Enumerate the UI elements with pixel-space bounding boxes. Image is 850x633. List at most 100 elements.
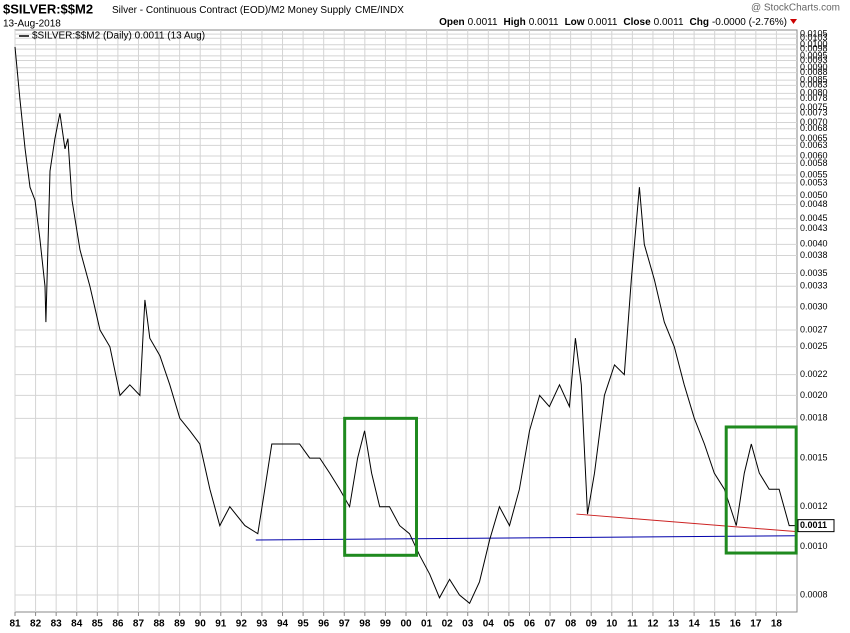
x-tick-label: 09 [586,619,598,630]
y-tick-label: 0.0045 [800,213,828,223]
y-tick-label: 0.0015 [800,452,828,462]
y-tick-label: 0.0093 [800,55,828,65]
x-tick-label: 97 [339,619,351,630]
y-tick-label: 0.0033 [800,281,828,291]
y-tick-label: 0.0098 [800,44,828,54]
y-tick-label: 0.0035 [800,268,828,278]
date: 13-Aug-2018 [3,19,61,30]
x-tick-label: 02 [442,619,454,630]
quote-value: 0.0011 [468,17,498,28]
y-tick-label: 0.0018 [800,413,828,423]
quote-label: Open [439,17,465,28]
y-tick-label: 0.0100 [800,39,828,49]
x-tick-label: 92 [236,619,248,630]
x-tick-label: 90 [195,619,207,630]
y-tick-label: 0.0010 [800,541,828,551]
x-tick-label: 16 [730,619,742,630]
y-tick-label: 0.0040 [800,239,828,249]
y-tick-label: 0.0012 [800,501,828,511]
y-tick-label: 0.0073 [800,108,828,118]
quote-value: 0.0011 [529,17,559,28]
x-tick-label: 93 [256,619,268,630]
series-line [14,46,796,605]
down-arrow [790,19,797,24]
subtitle: Silver - Continuous Contract (EOD)/M2 Mo… [112,5,351,16]
y-tick-label: 0.0085 [800,75,828,85]
y-tick-label: 0.0065 [800,133,828,143]
y-tick-label: 0.0058 [800,158,828,168]
y-tick-label: 0.0048 [800,199,828,209]
quote-label: High [504,17,526,28]
x-tick-label: 03 [462,619,474,630]
x-tick-label: 15 [709,619,721,630]
x-tick-label: 81 [9,619,21,630]
chart-title: $SILVER:$$M2 [3,1,93,16]
y-tick-label: 0.0060 [800,150,828,160]
quote-value: -0.0000 (-2.76%) [712,17,787,28]
x-tick-label: 12 [647,619,659,630]
x-tick-label: 05 [503,619,515,630]
y-tick-label: 0.0027 [800,324,828,334]
y-tick-label: 0.0105 [800,28,828,38]
x-tick-label: 07 [544,619,556,630]
quote-label: Low [565,17,585,28]
y-tick-label: 0.0020 [800,390,828,400]
x-tick-label: 86 [112,619,124,630]
x-tick-label: 18 [771,619,783,630]
x-tick-label: 87 [133,619,145,630]
y-tick-label: 0.0090 [800,62,828,72]
x-tick-label: 04 [483,619,495,630]
x-tick-label: 06 [524,619,536,630]
y-tick-label: 0.0070 [800,117,828,127]
y-tick-label: 0.0053 [800,177,828,187]
x-tick-label: 11 [627,619,638,630]
quote-value: 0.0011 [654,17,684,28]
x-tick-label: 88 [153,619,165,630]
x-tick-label: 17 [750,619,762,630]
y-tick-label: 0.0103 [800,33,828,43]
y-tick-label: 0.0055 [800,169,828,179]
x-tick-label: 14 [689,619,701,630]
y-tick-label: 0.0095 [800,50,828,60]
y-tick-label: 0.0068 [800,123,828,133]
x-tick-label: 96 [318,619,330,630]
y-tick-label: 0.0050 [800,190,828,200]
x-tick-label: 01 [421,619,433,630]
x-tick-label: 00 [400,619,412,630]
y-tick-label: 0.0022 [800,369,828,379]
last-value-label: 0.0011 [800,520,827,530]
quote-label: Close [623,17,651,28]
y-tick-label: 0.0043 [800,223,828,233]
highlight-box [343,416,418,557]
quote-label: Chg [690,17,709,28]
credit: @ StockCharts.com [751,3,840,14]
y-tick-label: 0.0025 [800,341,828,351]
x-tick-label: 08 [565,619,577,630]
y-tick-label: 0.0078 [800,93,828,103]
x-tick-label: 83 [51,619,63,630]
x-tick-label: 89 [174,619,186,630]
y-tick-label: 0.0038 [800,250,828,260]
y-tick-label: 0.0008 [800,589,828,599]
legend-label: $SILVER:$$M2 (Daily) 0.0011 (13 Aug) [32,31,205,42]
exchange: CME/INDX [355,5,404,16]
x-tick-label: 94 [277,619,289,630]
y-tick-label: 0.0063 [800,140,828,150]
x-tick-label: 84 [71,619,83,630]
last-value-box [797,519,835,533]
quote: Open 0.0011 High 0.0011 Low 0.0011 Close 0.0011… [439,17,787,28]
y-tick-label: 0.0030 [800,301,828,311]
x-tick-label: 82 [30,619,42,630]
y-tick-label: 0.0083 [800,80,828,90]
y-tick-label: 0.0088 [800,67,828,77]
x-tick-label: 85 [92,619,104,630]
x-tick-label: 13 [668,619,680,630]
x-tick-label: 99 [380,619,392,630]
trendline [576,513,798,533]
chart-subtitle: Silver - Continuous Contract (EOD)/M2 Mo… [112,5,404,16]
x-tick-label: 91 [215,619,227,630]
x-tick-label: 98 [359,619,371,630]
x-tick-label: 95 [298,619,310,630]
y-tick-label: 0.0075 [800,102,828,112]
